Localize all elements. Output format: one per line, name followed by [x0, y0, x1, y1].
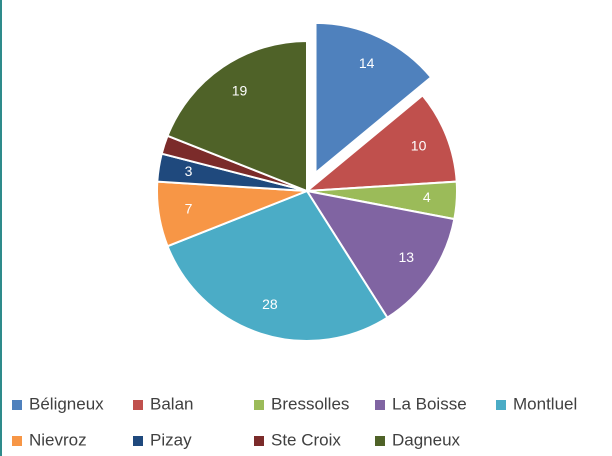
legend-label: Nievroz — [29, 430, 87, 449]
legend-swatch — [133, 436, 143, 446]
data-label: 7 — [185, 200, 193, 216]
data-label: 10 — [411, 138, 427, 154]
data-label: 3 — [185, 163, 193, 179]
legend-swatch — [375, 400, 385, 410]
legend-swatch — [375, 436, 385, 446]
pie-slice — [166, 189, 389, 342]
legend-label: Montluel — [513, 394, 577, 413]
pie-slice — [314, 21, 433, 176]
legend-label: Pizay — [150, 430, 192, 449]
legend-label: Ste Croix — [271, 430, 341, 449]
legend-label: Bressolles — [271, 394, 349, 413]
data-label: 28 — [262, 296, 278, 312]
data-label: 13 — [398, 249, 414, 265]
legend-swatch — [12, 400, 22, 410]
legend-label: Béligneux — [29, 394, 104, 413]
data-label: 14 — [359, 55, 375, 71]
legend-swatch — [133, 400, 143, 410]
legend-label: Dagneux — [392, 430, 461, 449]
legend-swatch — [254, 400, 264, 410]
data-label: 19 — [232, 82, 248, 98]
legend-swatch — [12, 436, 22, 446]
legend-swatch — [254, 436, 264, 446]
pie-slice — [303, 93, 458, 193]
data-label: 4 — [423, 189, 431, 205]
legend-label: Balan — [150, 394, 193, 413]
legend-swatch — [496, 400, 506, 410]
legend-label: La Boisse — [392, 394, 467, 413]
pie-slice — [304, 189, 456, 320]
pie-slice — [166, 39, 308, 193]
